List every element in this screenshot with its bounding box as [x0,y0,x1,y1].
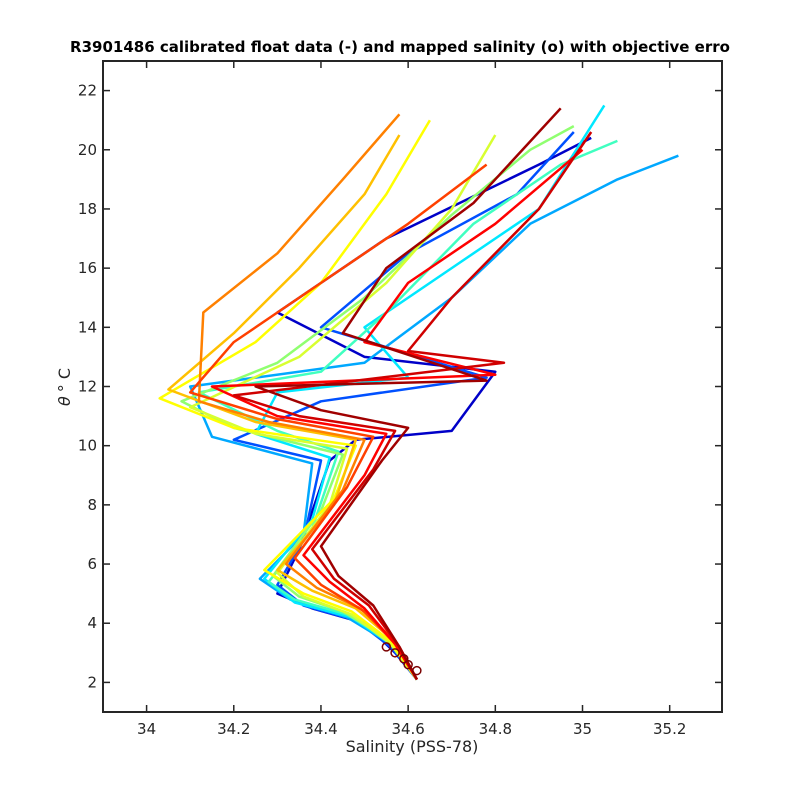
y-tick-label: 12 [78,378,97,396]
mapped-point-1 [381,642,392,652]
y-tick-label: 6 [87,555,97,573]
x-axis-label: Salinity (PSS-78) [346,737,479,756]
x-tick-label: 34.2 [217,720,250,738]
x-tick-label: 34.8 [479,720,512,738]
y-tick-label: 16 [78,259,97,277]
y-tick-label: 20 [78,141,97,159]
chart-title: R3901486 calibrated float data (-) and m… [70,38,730,56]
profile-line-11 [188,163,488,681]
profile-line-4 [254,104,606,681]
x-axis: 34 34.2 34.4 34.6 34.8 35 35.2 [137,61,686,738]
mapped-point-3 [399,653,409,664]
mapped-point-5 [412,665,422,676]
profile-line-6 [180,125,575,681]
mapped-salinity-points [381,642,422,676]
y-axis-unit: ° C [55,368,74,392]
y-axis-symbol: θ [55,396,74,406]
x-tick-label: 35.2 [653,720,686,738]
y-tick-label: 22 [78,82,97,100]
profile-line-7 [188,134,497,681]
y-axis: 2 4 6 8 10 12 14 16 18 20 22 [78,82,722,691]
profile-line-1 [276,136,592,681]
y-tick-label: 10 [78,437,97,455]
y-tick-label: 4 [87,614,97,632]
mapped-point-2 [390,648,400,658]
y-tick-label: 14 [78,318,97,336]
x-tick-label: 35 [573,720,592,738]
x-tick-label: 34.4 [304,720,337,738]
profile-line-14 [254,107,562,681]
x-tick-label: 34.6 [391,720,424,738]
plot-series-group [158,104,679,681]
profile-line-12 [210,148,584,681]
y-tick-label: 2 [87,673,97,691]
x-tick-label: 34 [137,720,156,738]
y-axis-label: θ ° C [55,368,74,406]
profile-line-9 [167,134,418,681]
mapped-point-4 [403,659,413,670]
profile-line-13 [232,131,593,681]
y-tick-label: 18 [78,200,97,218]
y-tick-label: 8 [87,496,97,514]
